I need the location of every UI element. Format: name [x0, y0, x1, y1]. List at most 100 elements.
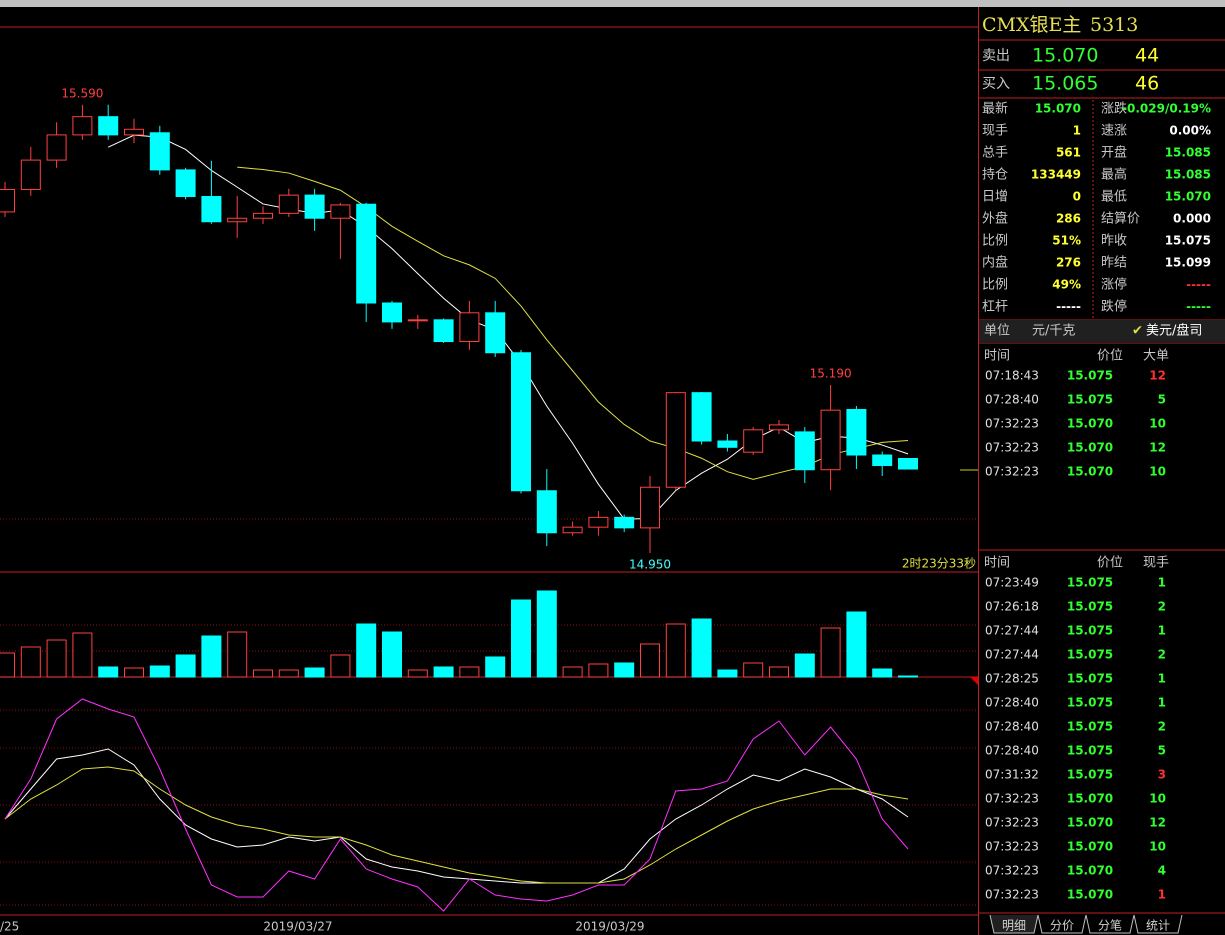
candle-body [124, 128, 144, 136]
volume-bar [511, 599, 531, 678]
candle-body [665, 392, 686, 488]
volume-bar [459, 666, 480, 678]
candle-body [20, 159, 41, 191]
volume-bar [330, 654, 351, 678]
volume-bar [278, 669, 299, 678]
size: 4 [1158, 864, 1166, 878]
price: 15.075 [1067, 744, 1113, 758]
label: 卖出 [982, 48, 1010, 64]
volume-bar [794, 653, 815, 678]
tab-label[interactable]: 分价 [1050, 919, 1074, 933]
list-header: 价位 [1097, 349, 1123, 364]
label: 现手 [982, 124, 1008, 139]
tab-label[interactable]: 分笔 [1098, 918, 1122, 933]
candle-body [407, 319, 428, 322]
tab[interactable] [1133, 914, 1183, 934]
volume-bar [356, 623, 377, 678]
volume-bar [46, 639, 67, 678]
unit-bar [979, 320, 1225, 343]
value: 1 [1073, 124, 1081, 138]
label: 涨跌 [1101, 101, 1127, 117]
time: 07:28:40 [985, 744, 1039, 758]
tab[interactable] [1085, 914, 1135, 934]
candle-body [846, 408, 867, 456]
label: 日增 [982, 190, 1008, 205]
list-header: 时间 [984, 556, 1010, 571]
price-annotation: 15.590 [61, 86, 103, 100]
unit-option[interactable]: 美元/盘司 [1146, 323, 1202, 339]
tab-label[interactable]: 明细 [1002, 919, 1026, 933]
volume-bar [0, 652, 15, 678]
label: 昨结 [1101, 256, 1127, 271]
time: 07:28:40 [985, 720, 1039, 734]
time: 07:18:43 [985, 369, 1039, 383]
marker [970, 677, 978, 685]
time: 07:27:44 [985, 624, 1039, 638]
value: 51% [1052, 234, 1081, 248]
price: 15.075 [1067, 672, 1113, 686]
candle-body [356, 203, 377, 304]
value: 276 [1056, 256, 1081, 270]
grid [0, 518, 978, 906]
label: 杠杆 [982, 299, 1008, 315]
label: 比例 [982, 234, 1008, 249]
volume-bar [691, 618, 712, 678]
date-label: /25 [0, 920, 19, 934]
size: 10 [1149, 417, 1166, 431]
volume-bar [872, 668, 893, 678]
time: 07:28:25 [985, 672, 1039, 686]
volume-bar [253, 669, 273, 678]
candle-body [717, 440, 738, 448]
label: 开盘 [1101, 145, 1127, 161]
value: 133449 [1031, 168, 1081, 182]
price: 15.075 [1067, 600, 1113, 614]
candle-body [511, 352, 531, 492]
value: 15.085 [1165, 168, 1211, 182]
volume-bar [846, 611, 867, 678]
candle-body [536, 490, 557, 534]
size: 2 [1158, 720, 1166, 734]
value: 15.070 [1165, 190, 1211, 204]
instrument: CMX银E主 [982, 14, 1081, 36]
volume: 44 [1135, 45, 1159, 67]
time: 07:32:23 [985, 417, 1039, 431]
tab[interactable] [1037, 914, 1087, 934]
tab-label[interactable]: 统计 [1146, 919, 1170, 933]
volume-bar [227, 631, 248, 678]
time: 07:32:23 [985, 792, 1039, 806]
size: 2 [1158, 648, 1166, 662]
price: 15.075 [1067, 576, 1113, 590]
candle-body [278, 194, 299, 214]
label: 内盘 [982, 255, 1008, 271]
candle-body [98, 116, 119, 136]
value: ----- [1056, 300, 1081, 314]
price: 15.065 [1032, 73, 1098, 95]
value: 15.099 [1165, 256, 1211, 270]
time: 07:26:18 [985, 600, 1039, 614]
volume-bar [72, 632, 93, 678]
candle-body [459, 312, 480, 343]
size: 1 [1158, 624, 1166, 638]
check: ✔ [1132, 324, 1143, 339]
candle-body [614, 516, 635, 529]
candle-body [304, 194, 325, 219]
value: 15.070 [1035, 102, 1081, 116]
time: 07:28:40 [985, 393, 1039, 407]
candle-body [640, 486, 660, 529]
time: 07:27:44 [985, 648, 1039, 662]
volume-bar [485, 656, 506, 678]
time: 07:32:23 [985, 888, 1039, 902]
volume-bar [820, 627, 841, 678]
volume-bar [124, 667, 144, 678]
label: 昨收 [1101, 234, 1127, 249]
price: 15.075 [1067, 369, 1113, 383]
label: 外盘 [982, 211, 1008, 227]
instrument-code: 5313 [1090, 14, 1138, 36]
price: 15.070 [1067, 792, 1113, 806]
volume-bar [201, 635, 222, 678]
value: -0.029/0.19% [1122, 102, 1211, 116]
volume-bar [382, 631, 402, 678]
tab[interactable] [989, 914, 1039, 934]
volume-bar [407, 669, 428, 678]
